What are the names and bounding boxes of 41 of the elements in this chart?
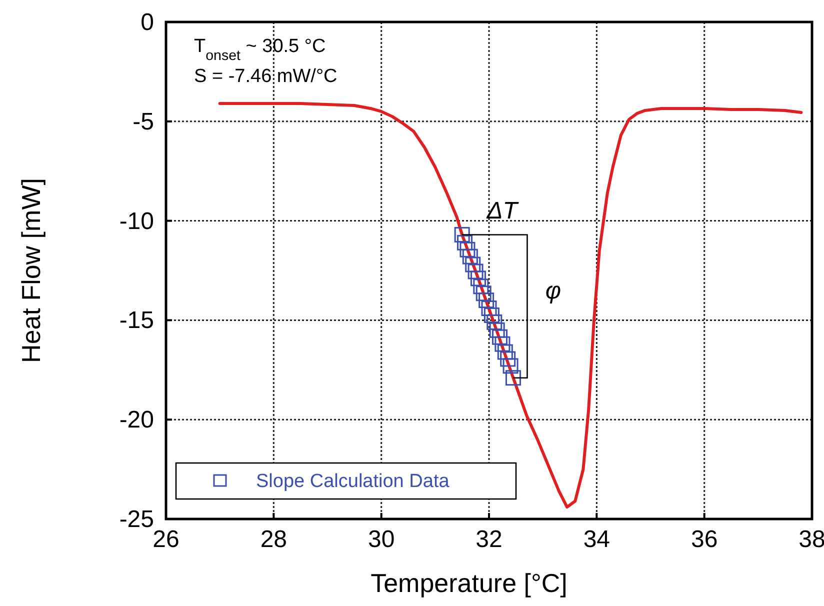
y-axis-title: Heat Flow [mW]: [16, 178, 46, 363]
annotation: φ: [545, 277, 562, 304]
annotation: S = -7.46 mW/°C: [194, 66, 338, 87]
point: [470, 270, 486, 286]
y-tick-label: -25: [119, 506, 154, 533]
line-series: [218, 102, 803, 509]
point: [462, 248, 478, 264]
point: [473, 278, 489, 294]
point: [457, 234, 473, 250]
point: [505, 370, 521, 386]
point: [481, 300, 497, 316]
x-axis-title: Temperature [°C]: [370, 568, 568, 598]
point: [502, 358, 518, 374]
y-tick-label: -10: [119, 208, 154, 235]
point: [486, 314, 502, 330]
point: [489, 322, 505, 338]
x-tick-label: 36: [690, 526, 718, 553]
x-tick-label: 38: [798, 526, 824, 553]
x-tick-label: 30: [368, 526, 395, 553]
point: [468, 264, 484, 280]
x-tick-label: 26: [152, 526, 180, 553]
y-tick-label: -15: [119, 307, 154, 334]
annotation: ΔT: [486, 198, 520, 225]
point: [497, 344, 513, 360]
point: [465, 256, 481, 272]
x-tick-label: 32: [476, 526, 502, 553]
legend-label: Slope Calculation Data: [256, 471, 450, 492]
point: [460, 242, 476, 258]
y-tick-label: 0: [140, 9, 154, 36]
annotation: T$_{onset}$ ~ 30.5 °C: [194, 36, 326, 64]
point: [500, 351, 516, 367]
point: [454, 226, 470, 242]
y-tick-label: -20: [119, 406, 154, 434]
x-tick-label: 34: [583, 526, 610, 553]
point: [476, 286, 492, 302]
point: [478, 292, 494, 308]
point: [492, 329, 508, 345]
x-tick-label: 28: [260, 526, 288, 553]
point: [484, 307, 500, 323]
y-tick-label: -5: [132, 108, 154, 136]
point: [494, 336, 510, 352]
